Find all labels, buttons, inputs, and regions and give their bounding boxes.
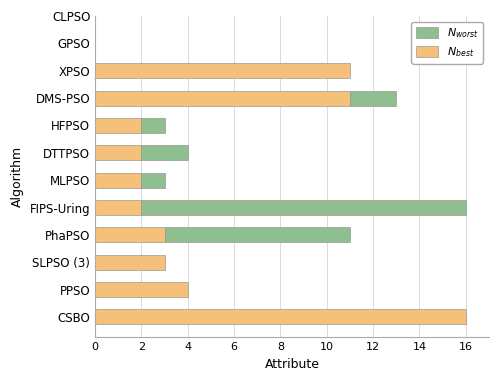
Y-axis label: Algorithm: Algorithm bbox=[11, 146, 24, 207]
Bar bbox=[95, 282, 188, 297]
Bar bbox=[95, 200, 142, 215]
Bar bbox=[142, 145, 188, 160]
Bar bbox=[95, 63, 350, 78]
Bar bbox=[95, 118, 142, 133]
X-axis label: Attribute: Attribute bbox=[264, 358, 320, 371]
Bar bbox=[95, 91, 350, 106]
Bar bbox=[142, 200, 466, 215]
Bar bbox=[142, 118, 165, 133]
Legend: $N_{worst}$, $N_{best}$: $N_{worst}$, $N_{best}$ bbox=[412, 22, 484, 64]
Bar bbox=[95, 255, 164, 270]
Bar bbox=[95, 309, 466, 324]
Bar bbox=[95, 173, 142, 188]
Bar bbox=[95, 227, 164, 243]
Bar bbox=[164, 227, 350, 243]
Bar bbox=[95, 145, 142, 160]
Bar bbox=[350, 91, 396, 106]
Bar bbox=[142, 173, 165, 188]
